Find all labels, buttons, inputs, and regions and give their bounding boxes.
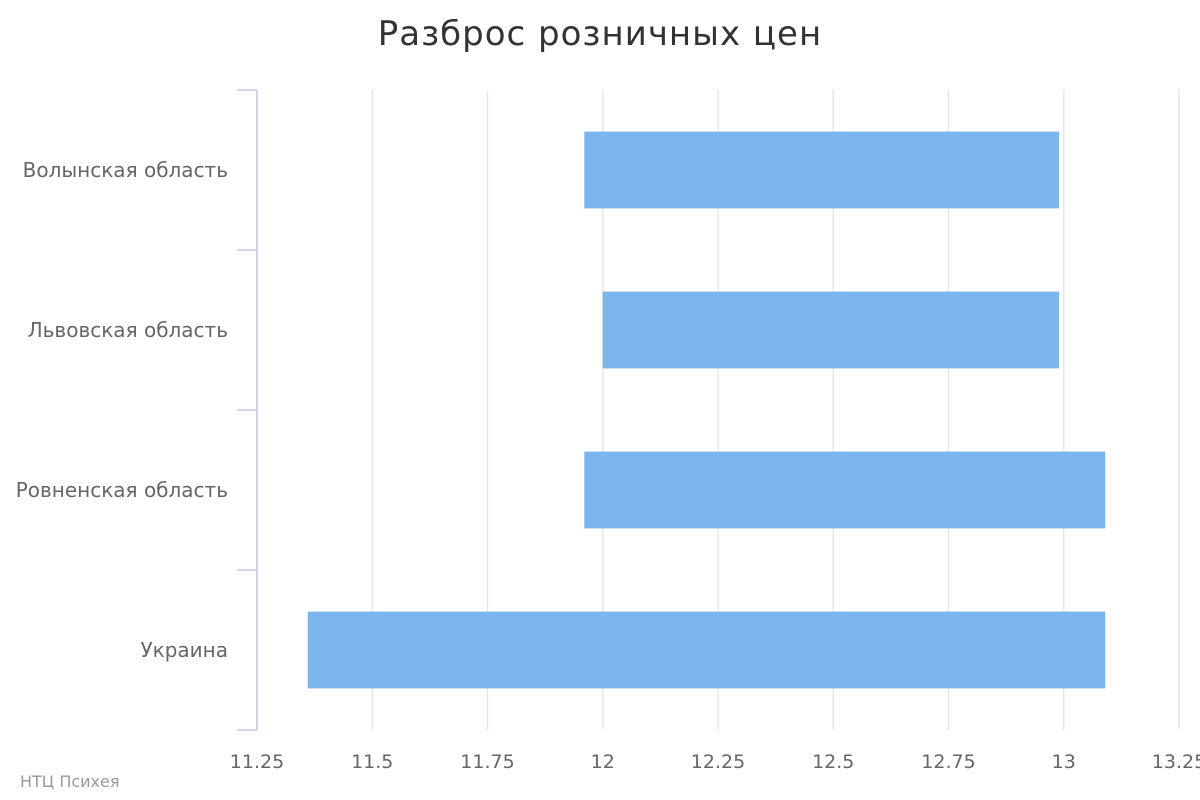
x-tick-label: 12.25 bbox=[691, 751, 745, 773]
bars bbox=[307, 131, 1106, 689]
x-tick-label: 12.5 bbox=[812, 751, 854, 773]
category-label: Украина bbox=[140, 638, 228, 662]
labels: 11.25 11.5 11.75 12 12.25 12.5 12.75 13 13.25 Вол… bbox=[16, 158, 1200, 773]
chart-title: Разброс розничных цен bbox=[377, 14, 823, 54]
x-tick-label: 12.75 bbox=[921, 751, 975, 773]
bar bbox=[307, 611, 1106, 689]
bar bbox=[584, 451, 1106, 529]
x-tick-label: 12 bbox=[591, 751, 615, 773]
x-tick-label: 11.25 bbox=[230, 751, 284, 773]
y-axis bbox=[237, 89, 258, 731]
category-label: Львовская область bbox=[28, 318, 228, 342]
x-tick-label: 13 bbox=[1052, 751, 1076, 773]
bar bbox=[602, 291, 1060, 369]
category-label: Ровненская область bbox=[16, 478, 228, 502]
bar bbox=[584, 131, 1060, 209]
x-tick-label: 13.25 bbox=[1152, 751, 1200, 773]
category-label: Волынская область bbox=[23, 158, 228, 182]
x-tick-label: 11.5 bbox=[351, 751, 393, 773]
x-tick-label: 11.75 bbox=[460, 751, 514, 773]
credits-label[interactable]: НТЦ Психея bbox=[20, 772, 120, 791]
